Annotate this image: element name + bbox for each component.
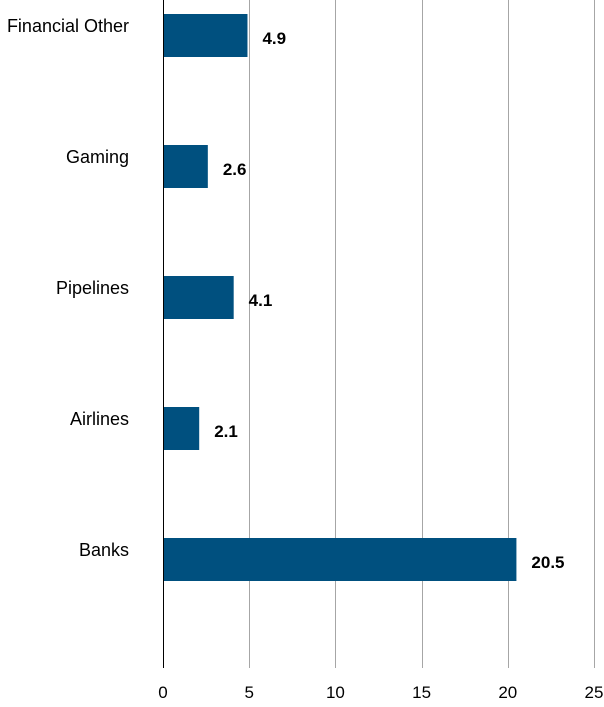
- bar-pipelines: [163, 276, 234, 319]
- x-tick-label: 5: [244, 683, 253, 702]
- category-label: Pipelines: [56, 278, 129, 298]
- x-tick-label: 10: [326, 683, 345, 702]
- category-label: Gaming: [66, 147, 129, 167]
- x-tick-label: 20: [498, 683, 517, 702]
- label-layer: 0 5 10 15 20 25 Financial Other 4.9 Gaming 2.6 Pip…: [7, 16, 604, 702]
- data-label: 4.1: [249, 291, 273, 310]
- bar-layer: [163, 14, 517, 581]
- category-label: Financial Other: [7, 16, 129, 36]
- x-tick-label: 0: [158, 683, 167, 702]
- bar-financial-other: [163, 14, 248, 57]
- data-label: 2.1: [214, 422, 238, 441]
- data-label: 4.9: [262, 29, 286, 48]
- bar-airlines: [163, 407, 200, 450]
- category-label: Banks: [79, 540, 129, 560]
- category-label: Airlines: [70, 409, 129, 429]
- x-tick-label: 15: [412, 683, 431, 702]
- bar-banks: [163, 538, 517, 581]
- data-label: 2.6: [223, 160, 247, 179]
- x-tick-label: 25: [585, 683, 604, 702]
- data-label: 20.5: [531, 553, 564, 572]
- bar-gaming: [163, 145, 208, 188]
